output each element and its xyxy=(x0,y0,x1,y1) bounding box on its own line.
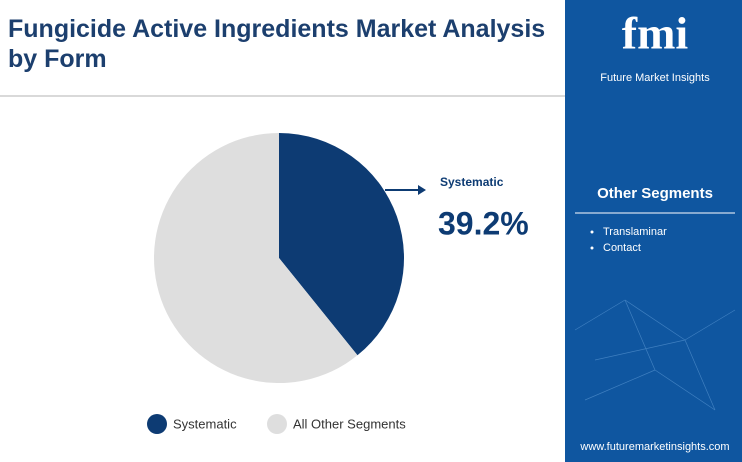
segment-item: Contact xyxy=(603,242,641,254)
logo: fmi xyxy=(622,8,689,59)
chart-title: Fungicide Active Ingredients Market Anal… xyxy=(8,15,546,73)
legend-label: All Other Segments xyxy=(293,416,406,431)
legend-label: Systematic xyxy=(173,416,237,431)
value-label: 39.2% xyxy=(438,205,529,241)
callout-arrowhead xyxy=(418,185,426,195)
pie-slice xyxy=(279,133,405,356)
chart: Systematic 39.2% Systematic All Other Segme… xyxy=(147,133,529,434)
segments-heading: Other Segments xyxy=(597,185,713,202)
network-decoration xyxy=(574,299,736,411)
divider xyxy=(0,95,565,97)
segment-item: Translaminar xyxy=(603,226,667,238)
pie-slice xyxy=(154,133,358,383)
sidebar-art: fmi Future Market Insights Other Segment… xyxy=(574,8,736,453)
callout-category: Systematic xyxy=(440,175,504,189)
legend-swatch xyxy=(147,414,167,434)
brand: Future Market Insights xyxy=(600,72,710,84)
legend-swatch xyxy=(267,414,287,434)
url: www.futuremarketinsights.com xyxy=(579,441,729,453)
sidebar: fmi Future Market Insights Other Segment… xyxy=(565,0,742,462)
bullet xyxy=(590,230,594,234)
bullet xyxy=(590,246,594,250)
